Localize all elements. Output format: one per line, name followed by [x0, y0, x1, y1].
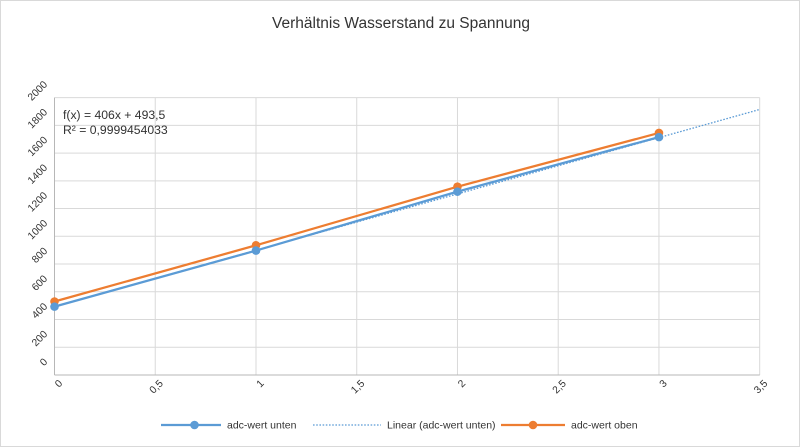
svg-text:1400: 1400	[26, 162, 50, 186]
svg-text:2,5: 2,5	[551, 378, 569, 396]
svg-text:600: 600	[30, 273, 50, 293]
svg-text:1: 1	[255, 378, 267, 390]
svg-text:1800: 1800	[26, 107, 50, 131]
svg-text:Linear (adc-wert unten): Linear (adc-wert unten)	[387, 420, 496, 432]
svg-text:1600: 1600	[26, 135, 50, 159]
svg-text:200: 200	[30, 329, 50, 349]
svg-text:1200: 1200	[26, 190, 50, 214]
svg-text:1000: 1000	[26, 218, 50, 242]
svg-text:1,5: 1,5	[349, 378, 367, 396]
svg-text:0: 0	[53, 378, 65, 390]
svg-text:400: 400	[30, 301, 50, 321]
svg-text:0: 0	[38, 357, 50, 369]
svg-text:3: 3	[658, 378, 670, 390]
svg-text:f(x) = 406x + 493,5: f(x) = 406x + 493,5	[63, 108, 166, 122]
svg-text:800: 800	[30, 246, 50, 266]
svg-text:2: 2	[456, 378, 468, 390]
svg-text:3,5: 3,5	[752, 378, 770, 396]
svg-text:R² = 0,9999454033: R² = 0,9999454033	[63, 123, 168, 137]
svg-text:2000: 2000	[26, 79, 50, 103]
svg-text:adc-wert unten: adc-wert unten	[227, 420, 297, 432]
svg-text:adc-wert oben: adc-wert oben	[571, 420, 638, 432]
svg-text:0,5: 0,5	[148, 378, 166, 396]
